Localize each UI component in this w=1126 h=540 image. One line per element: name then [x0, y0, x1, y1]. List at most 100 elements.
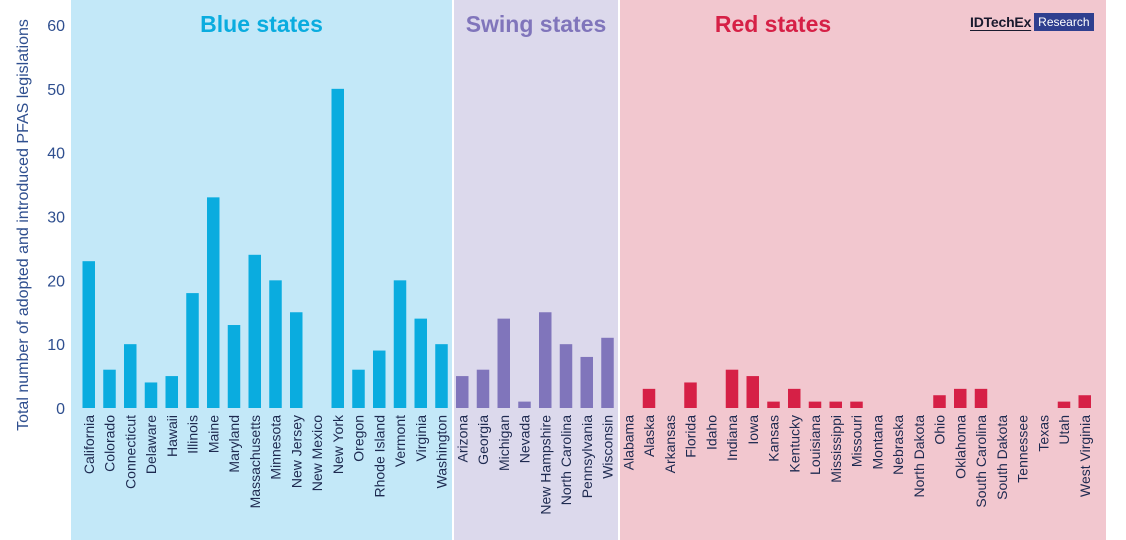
category-label-west-virginia: West Virginia: [1077, 415, 1093, 497]
category-label-maine: Maine: [205, 415, 221, 453]
bar-minnesota: [269, 280, 282, 408]
y-tick-label: 50: [47, 82, 65, 99]
category-label-maryland: Maryland: [226, 415, 242, 473]
category-label-hawaii: Hawaii: [164, 415, 180, 457]
bar-connecticut: [124, 344, 137, 408]
category-label-new-hampshire: New Hampshire: [537, 415, 553, 515]
bar-new-jersey: [290, 312, 303, 408]
bar-wisconsin: [601, 337, 614, 408]
bar-pennsylvania: [580, 356, 593, 408]
category-label-arkansas: Arkansas: [662, 415, 678, 473]
category-label-idaho: Idaho: [703, 415, 719, 450]
category-label-iowa: Iowa: [745, 415, 761, 445]
swing-states-panel: [454, 0, 618, 540]
category-label-nebraska: Nebraska: [890, 415, 906, 475]
bar-utah: [1057, 401, 1071, 408]
category-labels: California Colorado Connecticut Delaware Haw…: [81, 414, 1093, 515]
category-label-indiana: Indiana: [724, 415, 740, 461]
y-tick-label: 0: [56, 401, 65, 418]
bar-new-hampshire: [539, 312, 552, 408]
category-label-north-carolina: North Carolina: [558, 415, 574, 505]
y-tick-label: 60: [47, 18, 65, 35]
red-states-title: Red states: [715, 11, 831, 37]
bar-florida: [684, 382, 697, 408]
category-label-connecticut: Connecticut: [122, 415, 138, 489]
bar-arizona: [456, 376, 469, 408]
category-label-california: California: [81, 415, 97, 474]
category-label-florida: Florida: [683, 415, 699, 458]
y-tick-label: 20: [47, 273, 65, 290]
bar-north-carolina: [559, 344, 573, 408]
category-label-north-dakota: North Dakota: [911, 415, 927, 498]
bar-mississippi: [829, 401, 842, 408]
category-label-alaska: Alaska: [641, 415, 657, 457]
bar-kansas: [767, 401, 780, 408]
category-label-pennsylvania: Pennsylvania: [579, 415, 595, 498]
category-label-montana: Montana: [869, 415, 885, 470]
bar-california: [82, 261, 95, 408]
category-label-south-dakota: South Dakota: [994, 415, 1010, 500]
category-label-utah: Utah: [1056, 415, 1072, 445]
group-backgrounds: [71, 0, 1106, 540]
y-tick-label: 10: [47, 337, 65, 354]
bar-washington: [435, 344, 448, 408]
y-tick-label: 40: [47, 146, 65, 163]
category-label-kansas: Kansas: [766, 415, 782, 462]
bar-ohio: [933, 395, 946, 408]
bars: [82, 88, 1091, 408]
category-label-washington: Washington: [434, 415, 450, 488]
red-states-panel: [620, 0, 1106, 540]
category-label-kentucky: Kentucky: [786, 415, 802, 473]
category-label-texas: Texas: [1035, 415, 1051, 452]
category-label-mississippi: Mississippi: [828, 415, 844, 483]
y-axis: 0 10 20 30 40 50 60 Total number of adopted and…: [15, 18, 65, 431]
category-label-virginia: Virginia: [413, 415, 429, 462]
bar-nevada: [518, 401, 531, 408]
category-label-nevada: Nevada: [517, 415, 533, 463]
bar-rhode-island: [373, 350, 386, 408]
brand-tag: Research: [1034, 13, 1094, 31]
category-label-arizona: Arizona: [454, 415, 470, 463]
bar-colorado: [103, 369, 116, 408]
bar-kentucky: [788, 388, 801, 408]
blue-states-title: Blue states: [200, 11, 323, 37]
bar-hawaii: [165, 376, 178, 408]
bar-vermont: [393, 280, 407, 408]
category-label-tennessee: Tennessee: [1015, 415, 1031, 483]
brand-logo: IDTechEx Research: [970, 13, 1094, 31]
category-label-vermont: Vermont: [392, 415, 408, 467]
bar-delaware: [144, 382, 158, 408]
bar-south-carolina: [974, 388, 988, 408]
category-label-oregon: Oregon: [351, 415, 367, 462]
blue-states-panel: [71, 0, 452, 540]
bar-virginia: [414, 318, 427, 408]
swing-states-title: Swing states: [466, 11, 607, 37]
bar-west-virginia: [1078, 395, 1091, 408]
category-label-missouri: Missouri: [849, 415, 865, 467]
bar-missouri: [850, 401, 863, 408]
category-label-wisconsin: Wisconsin: [600, 415, 616, 479]
category-label-georgia: Georgia: [475, 415, 491, 465]
category-label-louisiana: Louisiana: [807, 415, 823, 475]
y-tick-label: 30: [47, 210, 65, 227]
category-label-massachusetts: Massachusetts: [247, 415, 263, 508]
category-label-rhode-island: Rhode Island: [371, 415, 387, 498]
category-label-michigan: Michigan: [496, 415, 512, 471]
y-axis-label: Total number of adopted and introduced P…: [15, 19, 32, 431]
bar-michigan: [497, 318, 510, 408]
category-label-delaware: Delaware: [143, 415, 159, 474]
category-label-new-york: New York: [330, 414, 346, 474]
bar-oregon: [352, 369, 365, 408]
category-label-new-mexico: New Mexico: [309, 415, 325, 491]
group-titles: Blue states Swing states Red states: [200, 11, 831, 37]
bar-maine: [207, 197, 220, 408]
category-label-south-carolina: South Carolina: [973, 415, 989, 508]
bar-illinois: [186, 293, 199, 408]
bar-oklahoma: [954, 388, 967, 408]
category-label-colorado: Colorado: [102, 415, 118, 472]
category-label-alabama: Alabama: [620, 415, 636, 470]
bar-louisiana: [808, 401, 822, 408]
category-label-ohio: Ohio: [932, 415, 948, 445]
category-label-minnesota: Minnesota: [268, 415, 284, 480]
